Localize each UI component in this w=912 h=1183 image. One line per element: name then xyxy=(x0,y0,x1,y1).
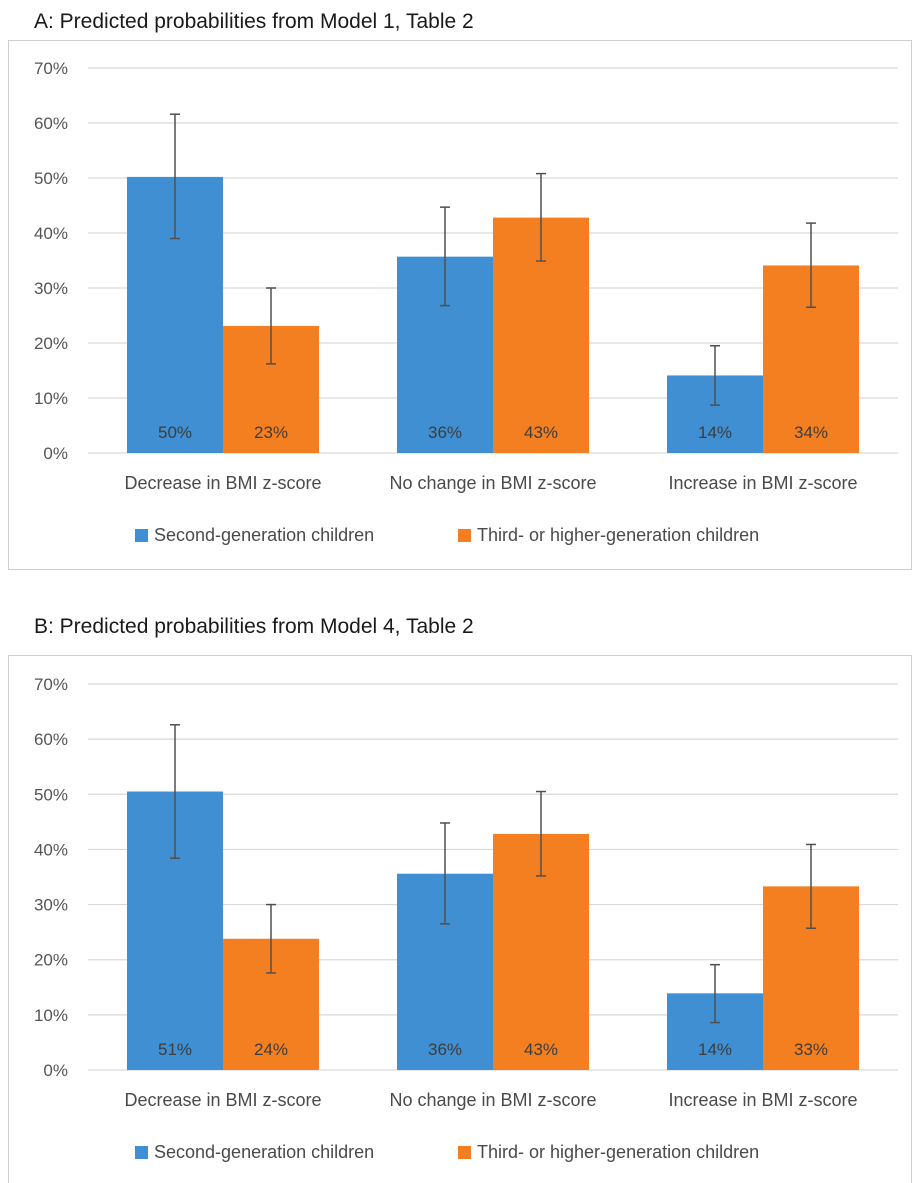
panel-b-y-tick-label: 10% xyxy=(34,1006,68,1025)
panel-a-data-label: 14% xyxy=(698,423,732,442)
panel-b-y-tick-label: 40% xyxy=(34,840,68,859)
panel-a-y-tick-label: 60% xyxy=(34,114,68,133)
panel-a-category-label: Decrease in BMI z-score xyxy=(124,473,321,493)
panel-a-y-tick-label: 70% xyxy=(34,59,68,78)
panel-a-legend-label: Second-generation children xyxy=(154,525,374,545)
panel-a-y-tick-label: 50% xyxy=(34,169,68,188)
panel-a-y-tick-label: 40% xyxy=(34,224,68,243)
panel-b-y-tick-label: 20% xyxy=(34,951,68,970)
panel-b-category-label: No change in BMI z-score xyxy=(389,1090,596,1110)
panel-b-y-tick-label: 60% xyxy=(34,730,68,749)
panel-b-data-label: 14% xyxy=(698,1040,732,1059)
panel-a-data-label: 23% xyxy=(254,423,288,442)
panel-a-y-tick-label: 0% xyxy=(43,444,68,463)
panel-a-data-label: 50% xyxy=(158,423,192,442)
panel-a-data-label: 43% xyxy=(524,423,558,442)
panel-b-y-tick-label: 30% xyxy=(34,896,68,915)
panel-a-category-label: No change in BMI z-score xyxy=(389,473,596,493)
panel-b-category-label: Decrease in BMI z-score xyxy=(124,1090,321,1110)
panel-b-legend-swatch xyxy=(458,1146,471,1159)
panel-b-legend-label: Second-generation children xyxy=(154,1142,374,1162)
panel-b-data-label: 43% xyxy=(524,1040,558,1059)
panel-b-category-label: Increase in BMI z-score xyxy=(668,1090,857,1110)
panel-a-data-label: 36% xyxy=(428,423,462,442)
panel-a-y-tick-label: 30% xyxy=(34,279,68,298)
panel-a-title: A: Predicted probabilities from Model 1,… xyxy=(34,10,474,33)
panel-a-data-label: 34% xyxy=(794,423,828,442)
panel-b-legend-label: Third- or higher-generation children xyxy=(477,1142,759,1162)
panel-b-y-tick-label: 0% xyxy=(43,1061,68,1080)
panel-b-data-label: 33% xyxy=(794,1040,828,1059)
panel-a-category-label: Increase in BMI z-score xyxy=(668,473,857,493)
panel-b-data-label: 24% xyxy=(254,1040,288,1059)
panel-b-data-label: 36% xyxy=(428,1040,462,1059)
panel-b-title: B: Predicted probabilities from Model 4,… xyxy=(34,615,474,638)
panel-a-y-tick-label: 20% xyxy=(34,334,68,353)
panel-a-legend-label: Third- or higher-generation children xyxy=(477,525,759,545)
panel-a-legend-swatch xyxy=(458,529,471,542)
panel-b-y-tick-label: 50% xyxy=(34,785,68,804)
panel-b-legend-swatch xyxy=(135,1146,148,1159)
panel-a-y-tick-label: 10% xyxy=(34,389,68,408)
panel-a-legend-swatch xyxy=(135,529,148,542)
panel-b-y-tick-label: 70% xyxy=(34,675,68,694)
panel-b-data-label: 51% xyxy=(158,1040,192,1059)
